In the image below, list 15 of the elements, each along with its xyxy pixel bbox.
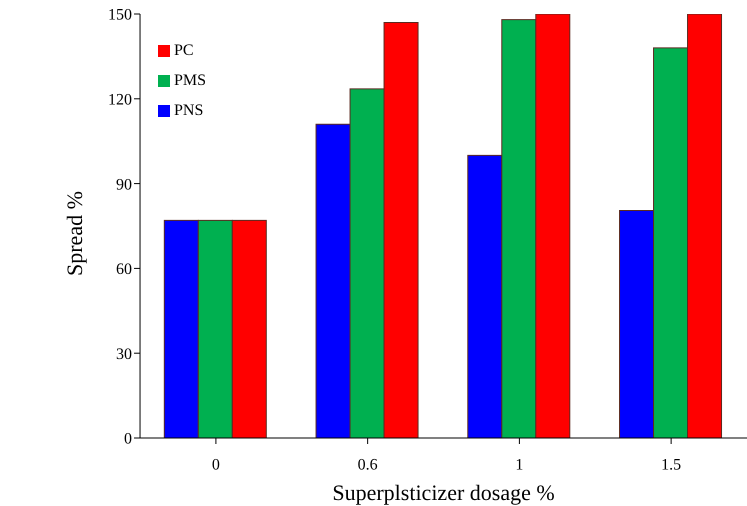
y-tick-label: 0 (124, 430, 132, 448)
y-tick-label: 90 (116, 176, 132, 194)
x-tick-label: 0 (212, 456, 220, 474)
legend-label: PC (174, 42, 194, 59)
x-axis-title: Superplsticizer dosage % (332, 480, 555, 505)
legend-label: PNS (174, 102, 204, 119)
y-tick-label: 120 (108, 91, 132, 108)
legend-label: PMS (174, 72, 206, 89)
y-tick-label: 30 (116, 346, 132, 363)
y-axis-title: Spread % (62, 191, 87, 276)
x-tick-label: 1.5 (661, 456, 682, 474)
y-tick-label: 60 (116, 261, 132, 278)
y-tick-label: 150 (108, 6, 132, 24)
x-tick-label: 1 (515, 456, 524, 474)
x-tick-label: 0.6 (358, 456, 378, 474)
